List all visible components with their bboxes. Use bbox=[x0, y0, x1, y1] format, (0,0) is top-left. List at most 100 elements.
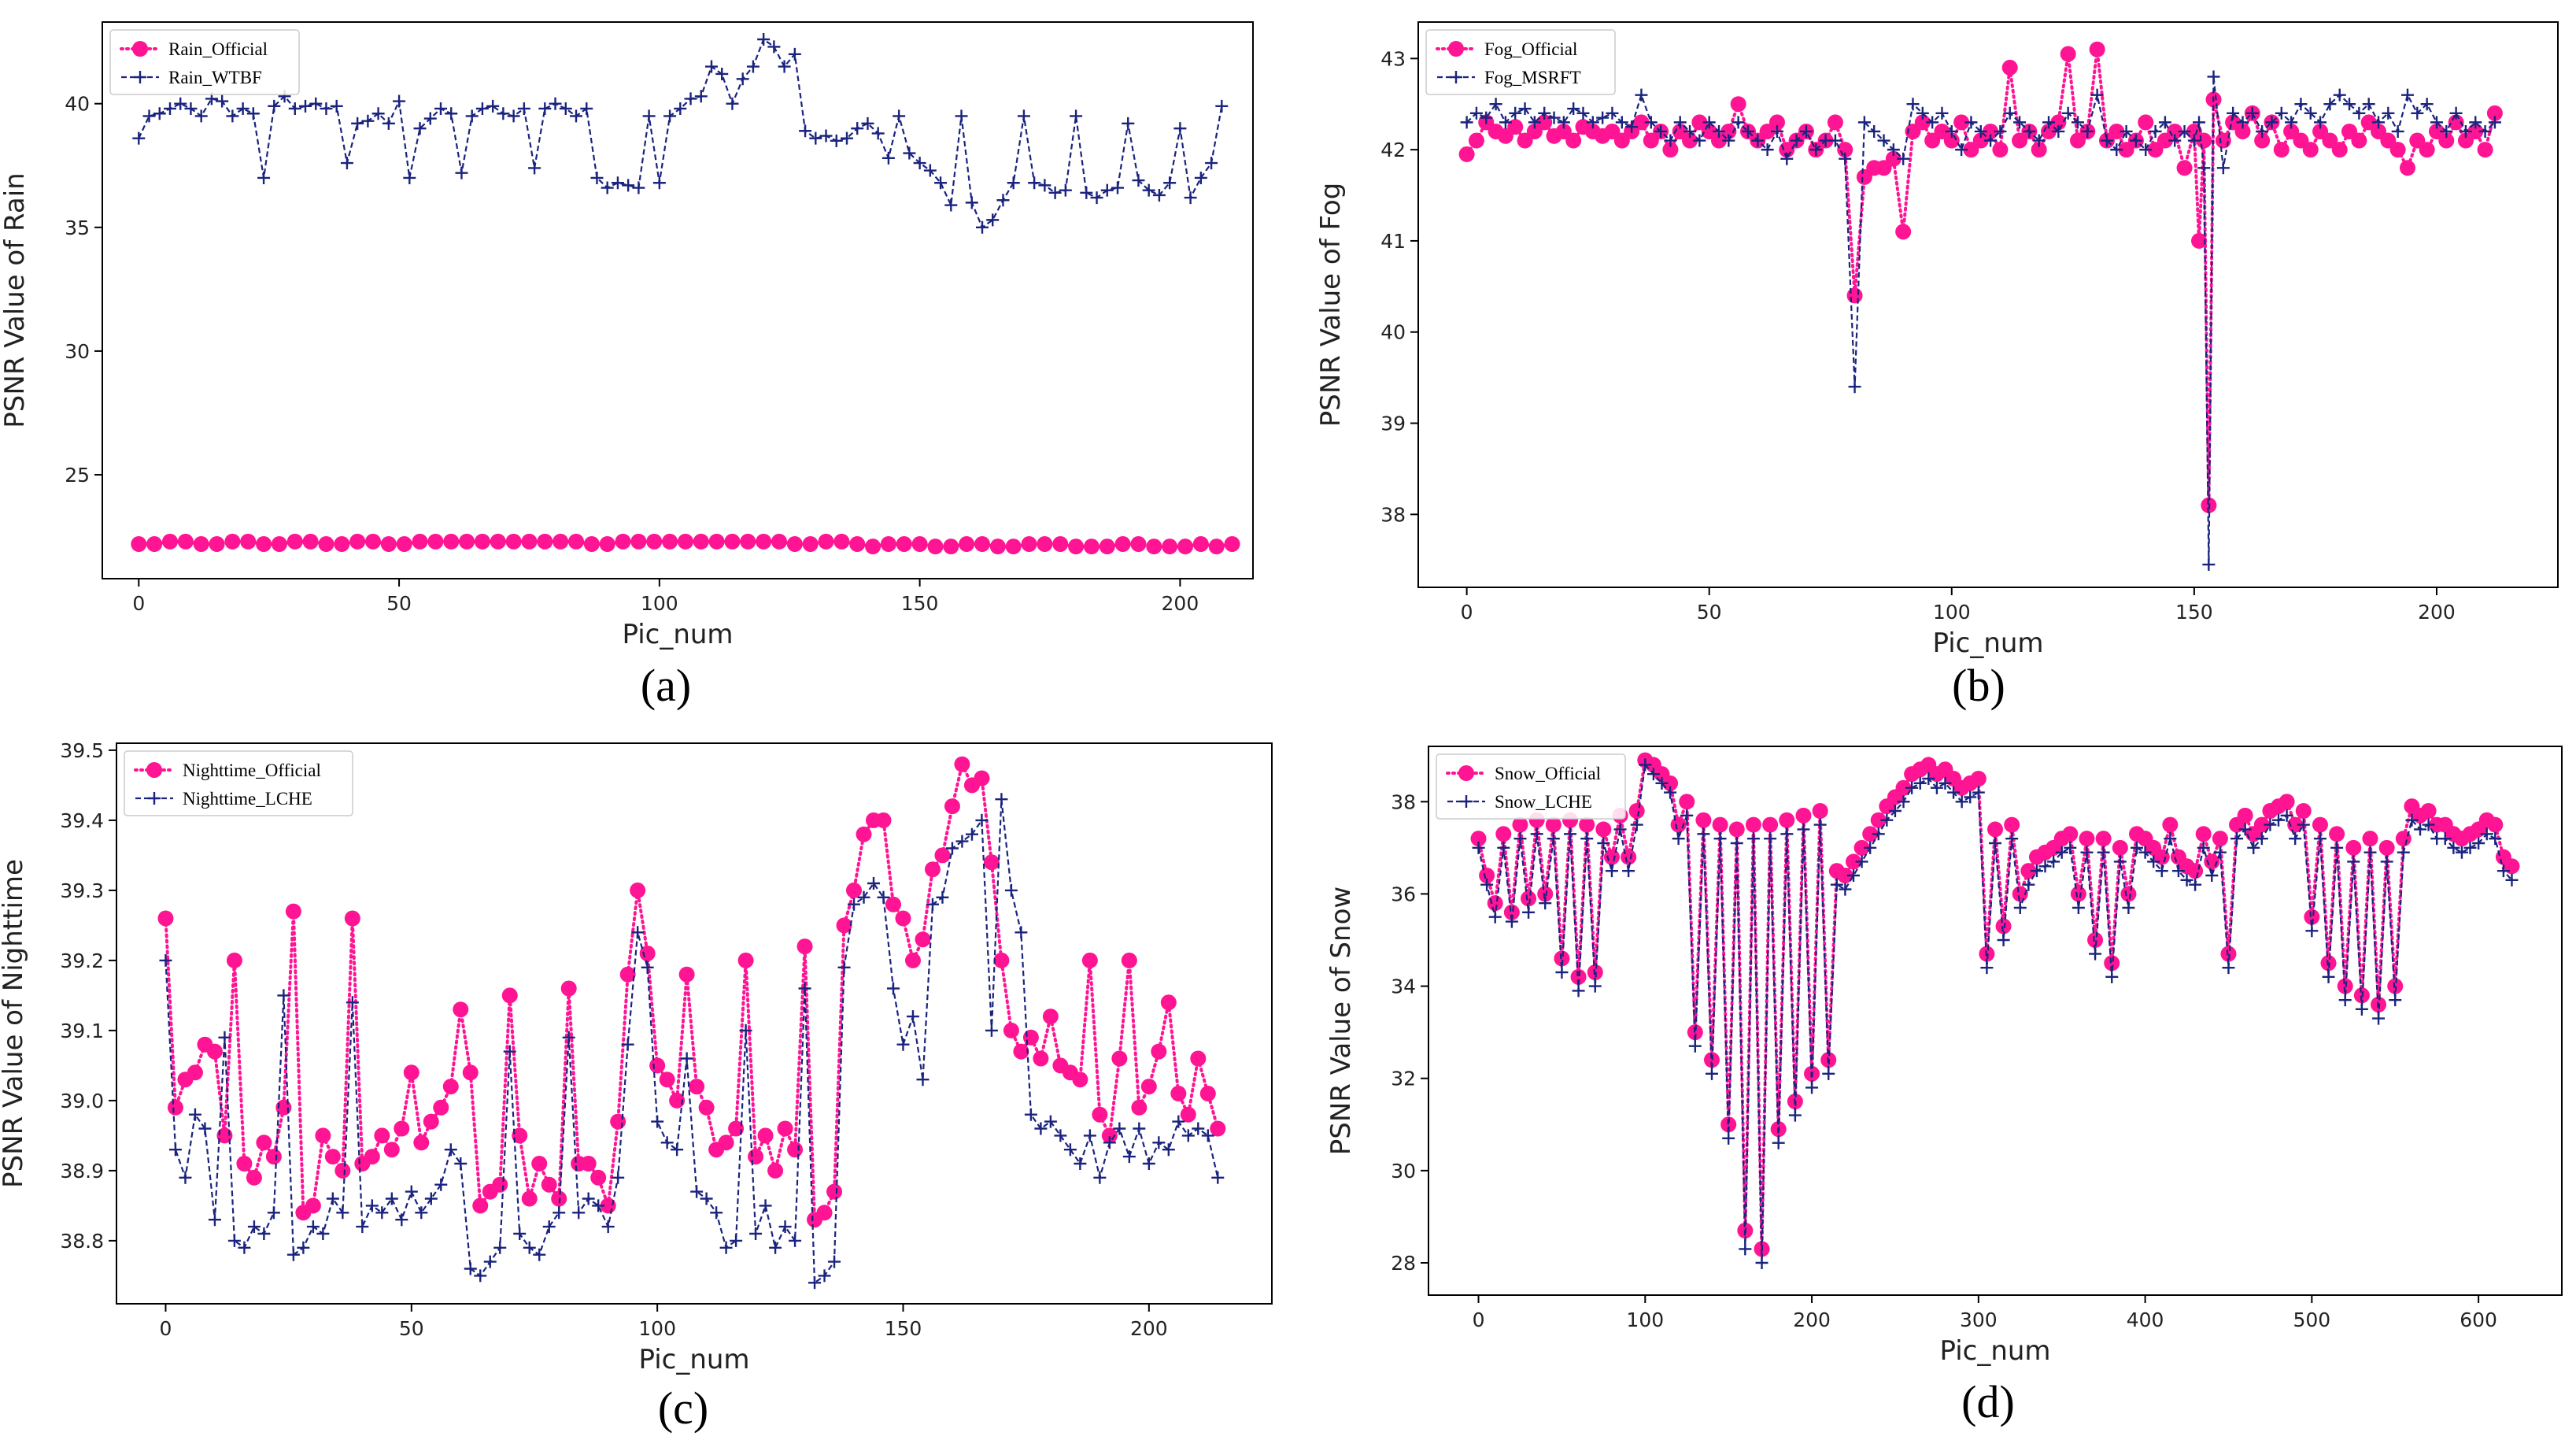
data-point bbox=[131, 536, 147, 553]
data-point bbox=[2420, 98, 2434, 111]
data-point bbox=[1052, 536, 1069, 553]
data-point bbox=[944, 798, 960, 815]
data-point bbox=[474, 1269, 487, 1283]
data-point bbox=[582, 1192, 595, 1205]
data-point bbox=[403, 1064, 419, 1081]
data-point bbox=[1151, 1043, 1167, 1060]
data-point bbox=[1152, 188, 1166, 202]
data-point bbox=[615, 533, 631, 550]
data-point bbox=[2322, 970, 2335, 983]
data-point bbox=[1809, 143, 1823, 157]
y-tick-label: 30 bbox=[1391, 1160, 1416, 1183]
legend-entry-label: Rain_Official bbox=[168, 39, 268, 59]
data-point bbox=[592, 1199, 605, 1212]
data-point bbox=[974, 536, 990, 553]
data-point bbox=[2129, 134, 2142, 147]
data-point bbox=[1121, 952, 1137, 968]
y-tick-label: 28 bbox=[1391, 1252, 1416, 1275]
data-point bbox=[1215, 99, 1229, 113]
data-point bbox=[1132, 174, 1145, 187]
data-point bbox=[364, 1149, 380, 1165]
data-point bbox=[740, 533, 756, 550]
data-point bbox=[708, 533, 725, 550]
data-point bbox=[1194, 171, 1207, 184]
data-point bbox=[2488, 116, 2501, 129]
data-point bbox=[1059, 183, 1072, 197]
data-point bbox=[1683, 124, 1697, 138]
data-point bbox=[2237, 807, 2253, 824]
data-point bbox=[1192, 1122, 1205, 1135]
data-point bbox=[959, 536, 975, 553]
data-point bbox=[2440, 124, 2453, 138]
x-axis-label: Pic_num bbox=[1939, 1335, 2050, 1367]
data-point bbox=[2178, 124, 2191, 138]
data-point bbox=[2414, 823, 2426, 836]
data-point bbox=[837, 961, 851, 974]
data-point bbox=[1762, 816, 1779, 833]
data-point bbox=[1131, 1099, 1148, 1116]
legend-box bbox=[124, 750, 353, 816]
data-point bbox=[881, 151, 895, 165]
data-point bbox=[2253, 816, 2270, 833]
data-point bbox=[1468, 132, 1484, 149]
data-point bbox=[483, 1255, 497, 1268]
data-point bbox=[2343, 98, 2356, 111]
data-point bbox=[1074, 1157, 1087, 1170]
data-point bbox=[2302, 142, 2319, 158]
data-point bbox=[427, 533, 444, 550]
data-point bbox=[1024, 1108, 1037, 1121]
data-point bbox=[1746, 832, 1760, 846]
data-point bbox=[1224, 536, 1240, 553]
data-point bbox=[533, 1248, 546, 1261]
data-point bbox=[2089, 947, 2102, 961]
data-point bbox=[1488, 910, 1502, 924]
data-point bbox=[216, 94, 229, 108]
x-tick-label: 150 bbox=[885, 1317, 922, 1340]
data-point bbox=[767, 40, 781, 54]
data-point bbox=[1522, 905, 1536, 919]
data-point bbox=[2060, 46, 2076, 62]
data-point bbox=[167, 1099, 183, 1116]
data-point bbox=[1857, 116, 1871, 129]
data-point bbox=[146, 536, 163, 553]
y-tick-label: 40 bbox=[65, 93, 90, 116]
data-point bbox=[2138, 846, 2152, 859]
data-point bbox=[1639, 758, 1652, 772]
x-axis-label: Pic_num bbox=[1932, 627, 2043, 659]
data-point bbox=[1162, 1143, 1175, 1157]
data-point bbox=[2478, 124, 2492, 138]
data-point bbox=[208, 1213, 221, 1227]
data-point bbox=[2230, 832, 2244, 846]
data-point bbox=[906, 1010, 919, 1023]
data-point bbox=[1945, 124, 1958, 138]
data-point bbox=[2295, 803, 2312, 819]
data-point bbox=[187, 1064, 203, 1081]
data-point bbox=[1964, 790, 1977, 804]
data-point bbox=[1509, 106, 1522, 120]
data-point bbox=[2294, 98, 2308, 111]
data-point bbox=[1761, 143, 1774, 157]
data-point bbox=[2193, 116, 2206, 129]
data-point bbox=[277, 989, 290, 1002]
data-point bbox=[769, 1241, 782, 1254]
y-tick-label: 39.3 bbox=[60, 879, 104, 902]
data-point bbox=[497, 107, 510, 120]
plot-frame bbox=[1428, 746, 2563, 1296]
data-point bbox=[1994, 124, 2007, 138]
data-point bbox=[798, 982, 811, 995]
data-point bbox=[1470, 831, 1487, 847]
data-point bbox=[394, 1120, 410, 1137]
data-point bbox=[1870, 812, 1887, 828]
data-point bbox=[1555, 966, 1569, 979]
legend-box bbox=[109, 29, 300, 95]
data-point bbox=[1788, 1109, 1802, 1122]
data-point bbox=[923, 164, 937, 177]
data-point bbox=[705, 60, 718, 73]
data-point bbox=[875, 812, 892, 828]
data-point bbox=[2447, 841, 2460, 854]
data-point bbox=[2012, 886, 2028, 902]
data-point bbox=[371, 107, 385, 120]
data-point bbox=[1044, 1115, 1057, 1128]
data-point bbox=[2089, 41, 2105, 57]
y-tick-label: 36 bbox=[1391, 883, 1416, 905]
